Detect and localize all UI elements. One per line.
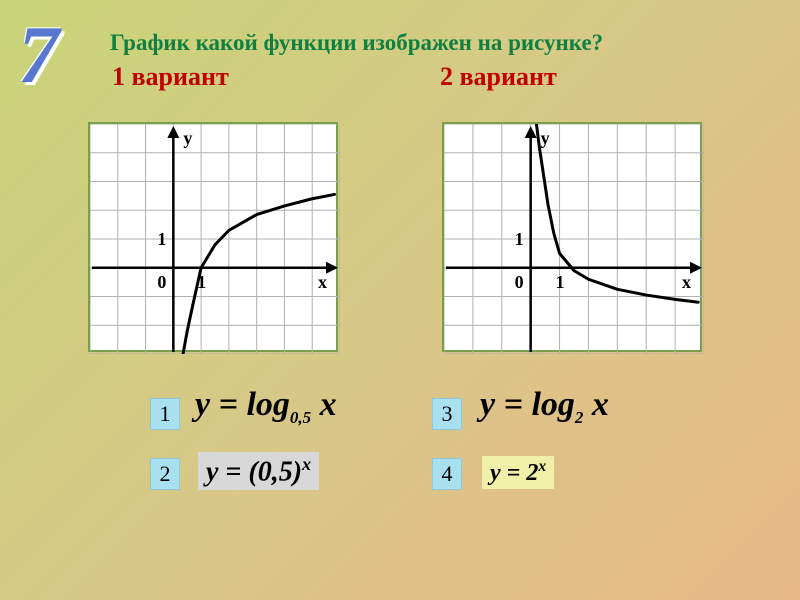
formula-4-main: y = 2 — [490, 460, 538, 486]
variant2-label: 2 вариант — [440, 62, 557, 92]
formula-3-main: y = log — [480, 386, 575, 423]
formula-4: y = 2x — [482, 456, 554, 489]
chart2-svg: y x 0 1 1 — [444, 124, 704, 354]
formula-2-sup: x — [302, 454, 311, 474]
chart-variant1: yx011 — [88, 122, 338, 352]
chart1-svg: yx011 — [90, 124, 340, 354]
formula-1-sub: 0,5 — [290, 408, 311, 427]
svg-text:0: 0 — [157, 272, 166, 292]
formula-3: y = log2 x — [480, 386, 609, 428]
answer-box-1[interactable]: 1 — [150, 398, 180, 430]
answer-box-4[interactable]: 4 — [432, 458, 462, 490]
variant1-label: 1 вариант — [112, 62, 229, 92]
chart-variant2: y x 0 1 1 — [442, 122, 702, 352]
formula-3-after: x — [583, 386, 609, 423]
question-text: График какой функции изображен на рисунк… — [110, 30, 603, 56]
svg-text:y: y — [183, 128, 192, 148]
formula-4-sup: x — [538, 458, 546, 475]
svg-text:x: x — [318, 272, 327, 292]
slide-number: 7 — [18, 8, 59, 102]
answer-box-2[interactable]: 2 — [150, 458, 180, 490]
formula-1-after: x — [311, 386, 337, 423]
answer-box-3[interactable]: 3 — [432, 398, 462, 430]
formula-2-main: y = (0,5) — [206, 456, 302, 487]
svg-text:1: 1 — [515, 229, 524, 249]
formula-1: y = log0,5 x — [195, 386, 337, 428]
svg-text:0: 0 — [515, 272, 524, 292]
formula-2: y = (0,5)x — [198, 452, 319, 490]
svg-text:1: 1 — [556, 272, 565, 292]
svg-text:y: y — [541, 128, 550, 148]
svg-text:x: x — [682, 272, 691, 292]
formula-1-main: y = log — [195, 386, 290, 423]
svg-text:1: 1 — [157, 229, 166, 249]
